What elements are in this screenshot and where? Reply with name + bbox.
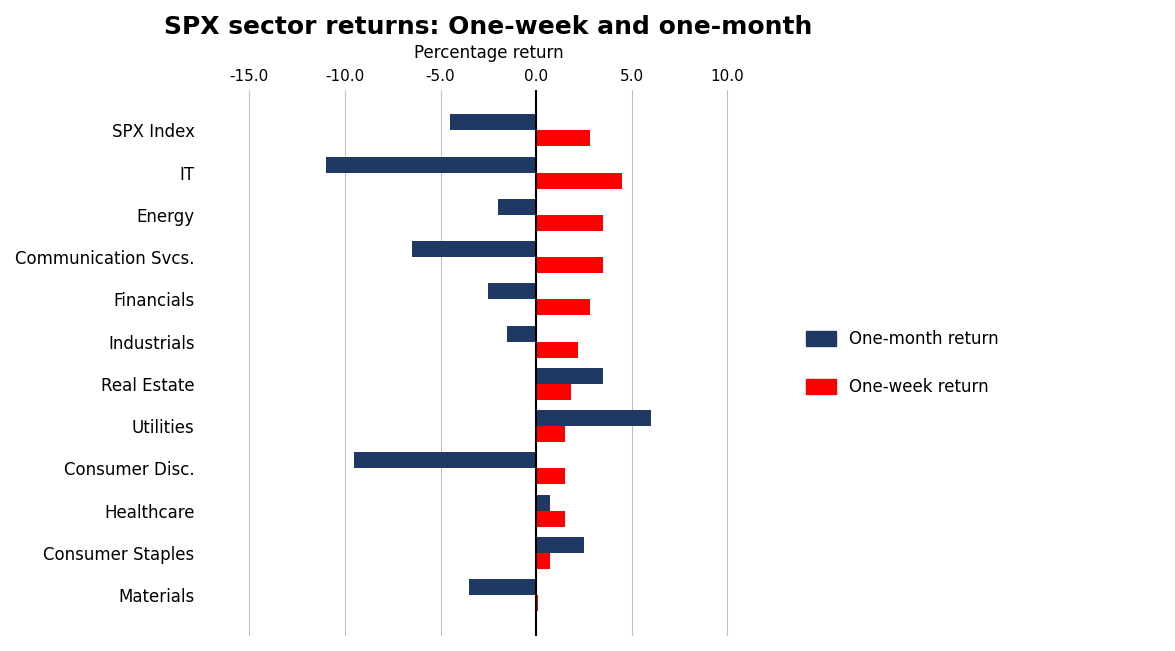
Bar: [536, 410, 651, 426]
Bar: [450, 115, 536, 130]
Bar: [536, 537, 584, 553]
Bar: [536, 468, 565, 484]
Bar: [536, 215, 603, 231]
Bar: [412, 241, 536, 257]
Bar: [469, 579, 536, 595]
Bar: [536, 130, 590, 146]
Bar: [536, 368, 603, 384]
X-axis label: Percentage return: Percentage return: [414, 44, 563, 62]
Bar: [536, 553, 550, 569]
Bar: [536, 510, 565, 527]
Bar: [536, 595, 538, 611]
Bar: [489, 283, 536, 299]
Legend: One-month return, One-week return: One-month return, One-week return: [790, 313, 1015, 413]
Bar: [355, 452, 536, 468]
Bar: [325, 157, 536, 173]
Bar: [536, 257, 603, 273]
Bar: [498, 199, 536, 215]
Bar: [536, 384, 571, 400]
Bar: [536, 342, 578, 357]
Bar: [536, 495, 550, 510]
Bar: [536, 426, 565, 442]
Title: SPX sector returns: One-week and one-month: SPX sector returns: One-week and one-mon…: [165, 15, 813, 39]
Bar: [536, 173, 623, 189]
Bar: [508, 326, 536, 342]
Bar: [536, 299, 590, 316]
